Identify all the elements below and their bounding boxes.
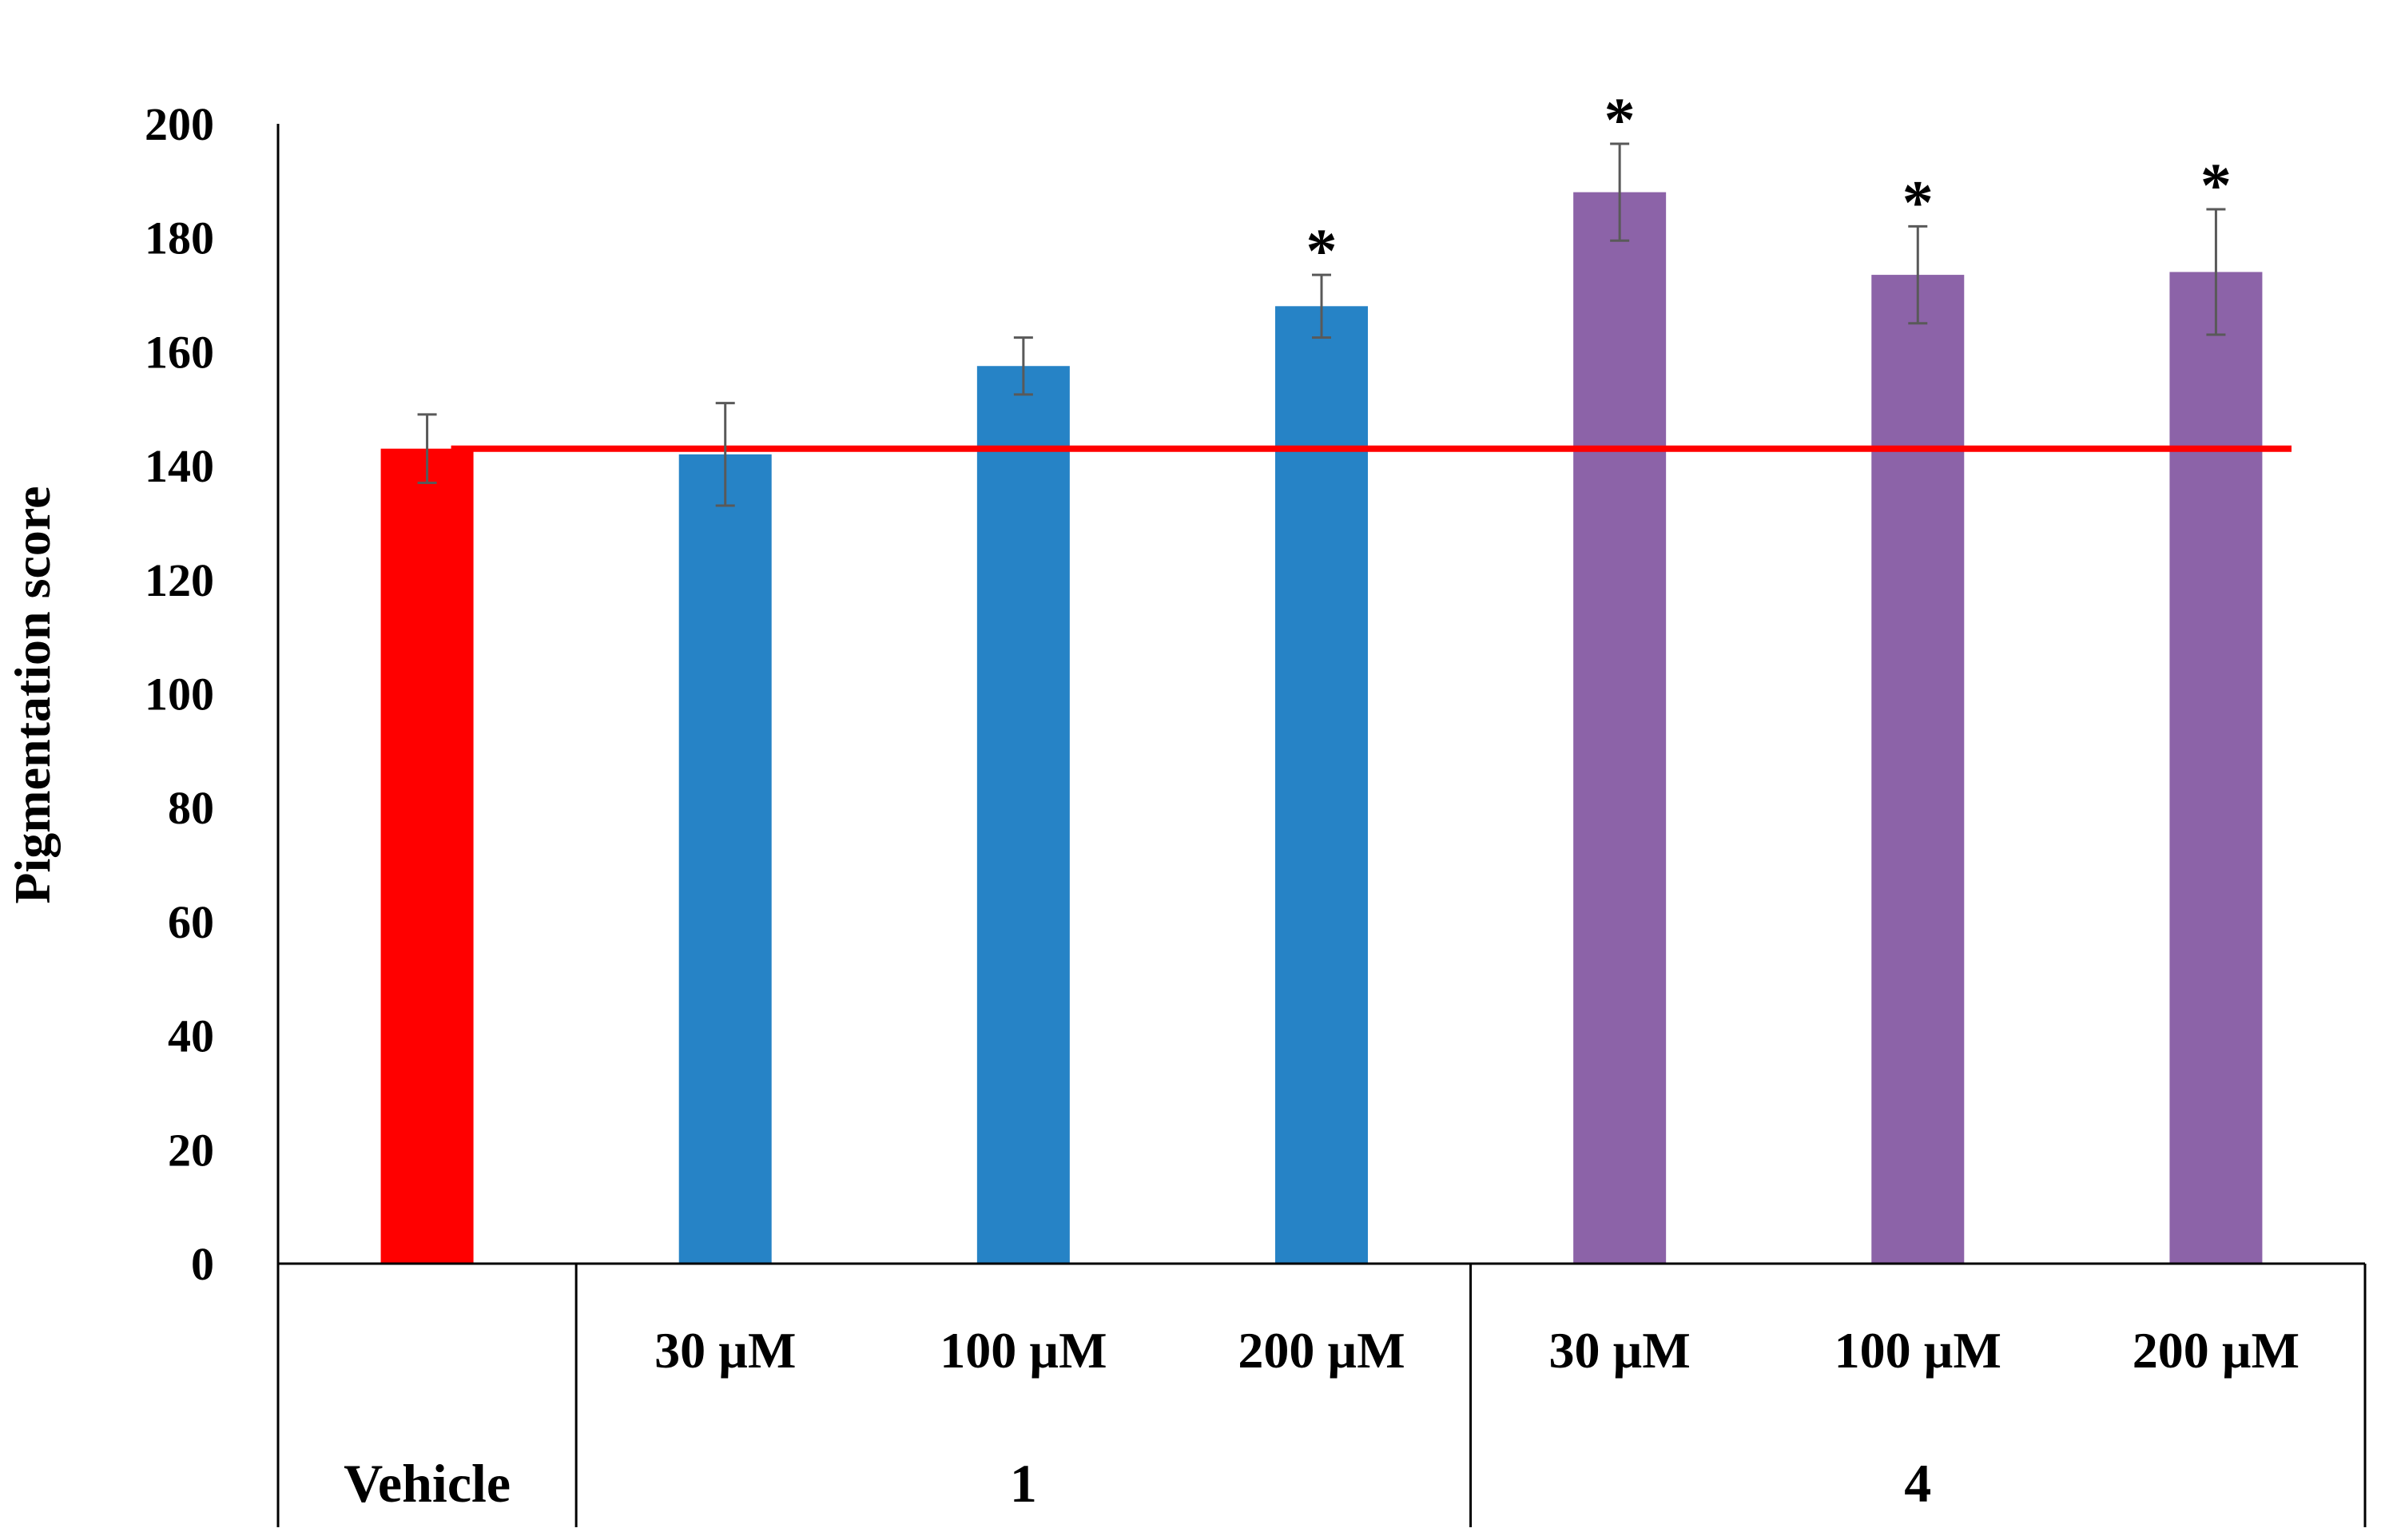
bar — [976, 366, 1070, 1264]
y-tick-label: 60 — [168, 896, 214, 948]
bar — [678, 454, 772, 1264]
error-bar — [2206, 208, 2226, 336]
y-tick-label: 20 — [168, 1124, 214, 1176]
error-bar — [1013, 336, 1033, 396]
significance-marker: * — [1306, 216, 1338, 285]
error-bar — [417, 413, 437, 485]
y-tick-label: 40 — [168, 1010, 214, 1062]
y-tick-label: 180 — [145, 212, 214, 264]
y-tick-label: 80 — [168, 782, 214, 834]
y-tick-label: 0 — [191, 1238, 214, 1290]
y-tick-label: 120 — [145, 554, 214, 606]
bar — [2169, 272, 2263, 1264]
error-bar — [1610, 142, 1630, 242]
error-bar — [1908, 224, 1928, 325]
y-tick-label: 160 — [145, 326, 214, 378]
group-label: 1 — [1010, 1453, 1037, 1514]
bar — [380, 448, 474, 1264]
group-label: 4 — [1904, 1453, 1931, 1514]
y-axis-label: Pigmentation score — [4, 486, 61, 903]
bars — [380, 192, 2263, 1264]
error-bars — [417, 142, 2226, 507]
bar — [1573, 192, 1667, 1264]
axes — [276, 124, 2367, 1527]
y-tick-label: 140 — [145, 440, 214, 492]
x-category-label: 200 µM — [2133, 1322, 2300, 1379]
significance-marker: * — [2200, 150, 2232, 220]
y-tick-label: 200 — [145, 98, 214, 150]
significance-marker: * — [1902, 167, 1934, 236]
x-category-label: 100 µM — [940, 1322, 1107, 1379]
x-category-label: 30 µM — [1549, 1322, 1691, 1379]
x-category-label: 200 µM — [1238, 1322, 1405, 1379]
significance-marker: * — [1604, 85, 1636, 154]
bar — [1871, 275, 1965, 1264]
group-label: Vehicle — [344, 1453, 511, 1514]
y-tick-label: 100 — [145, 669, 214, 720]
y-axis-ticks: 0 20 40 60 80 100 120 140 160 180 200 — [145, 98, 214, 1290]
x-category-label: 30 µM — [654, 1322, 796, 1379]
category-labels: 30 µM 100 µM 200 µM 30 µM 100 µM 200 µM Vehicl… — [344, 1322, 2300, 1514]
significance-markers: * * * * — [1306, 85, 2232, 285]
bar — [1275, 306, 1368, 1264]
x-category-label: 100 µM — [1834, 1322, 2001, 1379]
error-bar — [715, 402, 735, 507]
error-bar — [1312, 273, 1331, 339]
